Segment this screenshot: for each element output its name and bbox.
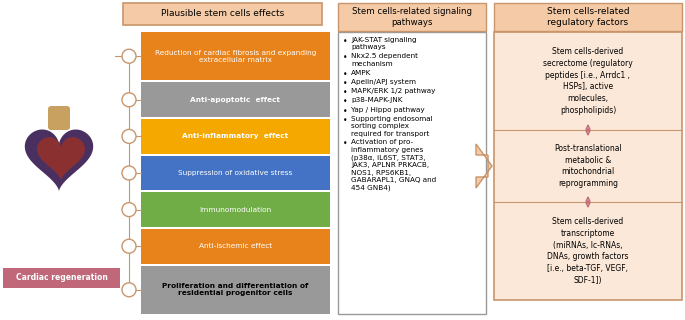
Text: •: • bbox=[343, 79, 347, 88]
Text: MAPK/ERK 1/2 pathway: MAPK/ERK 1/2 pathway bbox=[351, 88, 436, 94]
Text: Nkx2.5 dependent
mechanism: Nkx2.5 dependent mechanism bbox=[351, 53, 418, 67]
Text: Anti-inflammatory  effect: Anti-inflammatory effect bbox=[182, 133, 288, 140]
Text: Stem cells-related
regulatory factors: Stem cells-related regulatory factors bbox=[547, 7, 630, 27]
Polygon shape bbox=[476, 144, 492, 188]
Text: Suppression of oxidative stress: Suppression of oxidative stress bbox=[178, 170, 292, 176]
Bar bbox=[141, 32, 330, 80]
Text: •: • bbox=[343, 53, 347, 62]
Text: Post-translational
metabolic &
mitochondrial
reprogramming: Post-translational metabolic & mitochond… bbox=[554, 144, 622, 188]
Bar bbox=[123, 3, 322, 25]
Text: Cardiac regeneration: Cardiac regeneration bbox=[16, 274, 108, 283]
Bar bbox=[141, 83, 330, 117]
Bar bbox=[338, 32, 486, 314]
Text: Anti-ischemic effect: Anti-ischemic effect bbox=[199, 243, 272, 249]
Text: •: • bbox=[343, 88, 347, 97]
Text: •: • bbox=[343, 107, 347, 116]
Polygon shape bbox=[37, 137, 85, 180]
Circle shape bbox=[122, 93, 136, 107]
Text: Reduction of cardiac fibrosis and expanding
extracellular matrix: Reduction of cardiac fibrosis and expand… bbox=[155, 50, 316, 63]
Circle shape bbox=[122, 239, 136, 253]
Text: •: • bbox=[343, 140, 347, 148]
FancyBboxPatch shape bbox=[48, 106, 70, 130]
Polygon shape bbox=[25, 130, 93, 191]
Text: Activation of pro-
inflammatory genes
(p38α, IL6ST, STAT3,
JAK3, APLNR PRKACB,
N: Activation of pro- inflammatory genes (p… bbox=[351, 140, 436, 191]
Bar bbox=[494, 3, 682, 31]
Bar bbox=[494, 32, 682, 300]
Text: Stem cells-derived
secrectome (regulatory
peptides [i.e., Arrdc1 ,
HSPs], active: Stem cells-derived secrectome (regulator… bbox=[543, 47, 633, 115]
Bar bbox=[141, 119, 330, 154]
Text: JAK-STAT signaling
pathways: JAK-STAT signaling pathways bbox=[351, 37, 416, 51]
Text: Yap / Hippo pathway: Yap / Hippo pathway bbox=[351, 107, 425, 113]
Text: Stem cells-derived
transcriptome
(miRNAs, lc-RNAs,
DNAs, growth factors
[i.e., b: Stem cells-derived transcriptome (miRNAs… bbox=[547, 217, 629, 285]
Circle shape bbox=[122, 166, 136, 180]
Text: •: • bbox=[343, 116, 347, 125]
Text: Supporting endosomal
sorting complex
required for transport: Supporting endosomal sorting complex req… bbox=[351, 116, 433, 137]
Bar bbox=[338, 3, 486, 31]
Circle shape bbox=[122, 283, 136, 297]
Text: Apelin/APJ system: Apelin/APJ system bbox=[351, 79, 416, 85]
Text: •: • bbox=[343, 37, 347, 46]
Text: Anti-apoptotic  effect: Anti-apoptotic effect bbox=[190, 97, 280, 103]
Circle shape bbox=[122, 129, 136, 143]
Text: •: • bbox=[343, 97, 347, 106]
Text: AMPK: AMPK bbox=[351, 70, 371, 76]
Circle shape bbox=[122, 49, 136, 63]
Bar bbox=[141, 192, 330, 227]
Bar bbox=[3, 268, 120, 288]
Bar bbox=[141, 229, 330, 264]
Text: p38-MAPK-JNK: p38-MAPK-JNK bbox=[351, 97, 403, 103]
Bar bbox=[141, 266, 330, 314]
Text: Proliferation and differentiation of
residential progenitor cells: Proliferation and differentiation of res… bbox=[162, 283, 309, 296]
Bar bbox=[141, 156, 330, 190]
Circle shape bbox=[122, 203, 136, 217]
Text: Stem cells-related signaling
pathways: Stem cells-related signaling pathways bbox=[352, 7, 472, 27]
Text: •: • bbox=[343, 70, 347, 79]
Text: Plausible stem cells effects: Plausible stem cells effects bbox=[161, 10, 284, 19]
Text: Immunomodulation: Immunomodulation bbox=[199, 207, 272, 212]
